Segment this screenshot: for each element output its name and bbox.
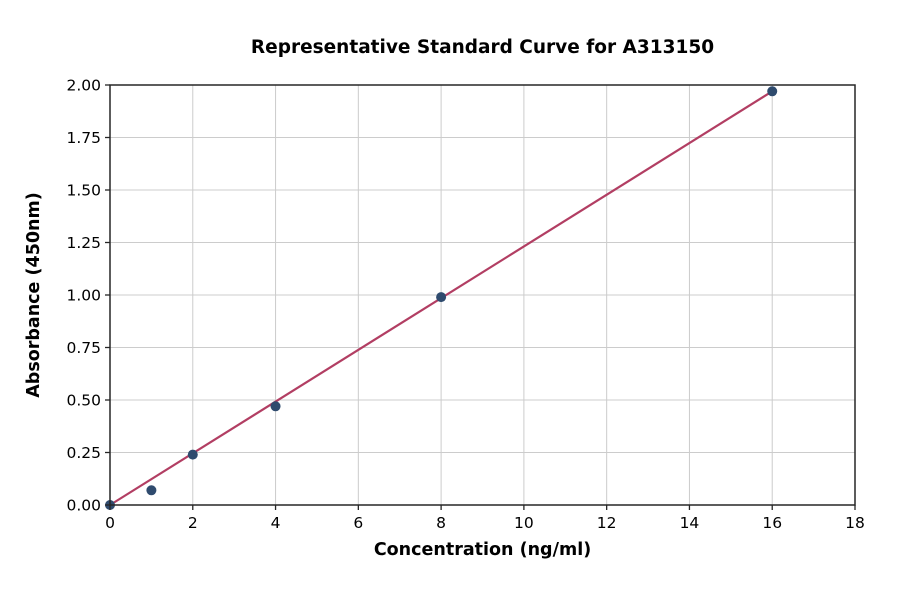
y-tick-label: 2.00: [66, 77, 101, 95]
x-axis-label: Concentration (ng/ml): [373, 540, 592, 560]
data-point: [767, 86, 778, 97]
x-tick-label: 10: [514, 514, 534, 532]
data-point: [187, 449, 198, 460]
data-point: [146, 485, 157, 496]
y-tick-label: 1.00: [66, 287, 101, 305]
x-tick-label: 18: [845, 514, 865, 532]
x-tick-label: 0: [105, 514, 115, 532]
y-tick-label: 1.75: [66, 129, 101, 147]
data-point: [270, 401, 281, 412]
x-tick-label: 16: [762, 514, 782, 532]
y-tick-label: 0.00: [66, 497, 101, 515]
y-tick-label: 0.75: [66, 339, 101, 357]
x-tick-label: 2: [188, 514, 198, 532]
x-tick-label: 4: [271, 514, 281, 532]
y-tick-label: 0.50: [66, 392, 101, 410]
data-point: [436, 292, 447, 303]
x-tick-label: 8: [436, 514, 446, 532]
y-tick-label: 0.25: [66, 444, 101, 462]
y-tick-label: 1.25: [66, 234, 101, 252]
y-tick-label: 1.50: [66, 182, 101, 200]
chart-title: Representative Standard Curve for A31315…: [250, 37, 715, 58]
x-tick-label: 6: [353, 514, 363, 532]
x-tick-label: 14: [680, 514, 700, 532]
x-tick-label: 12: [597, 514, 617, 532]
